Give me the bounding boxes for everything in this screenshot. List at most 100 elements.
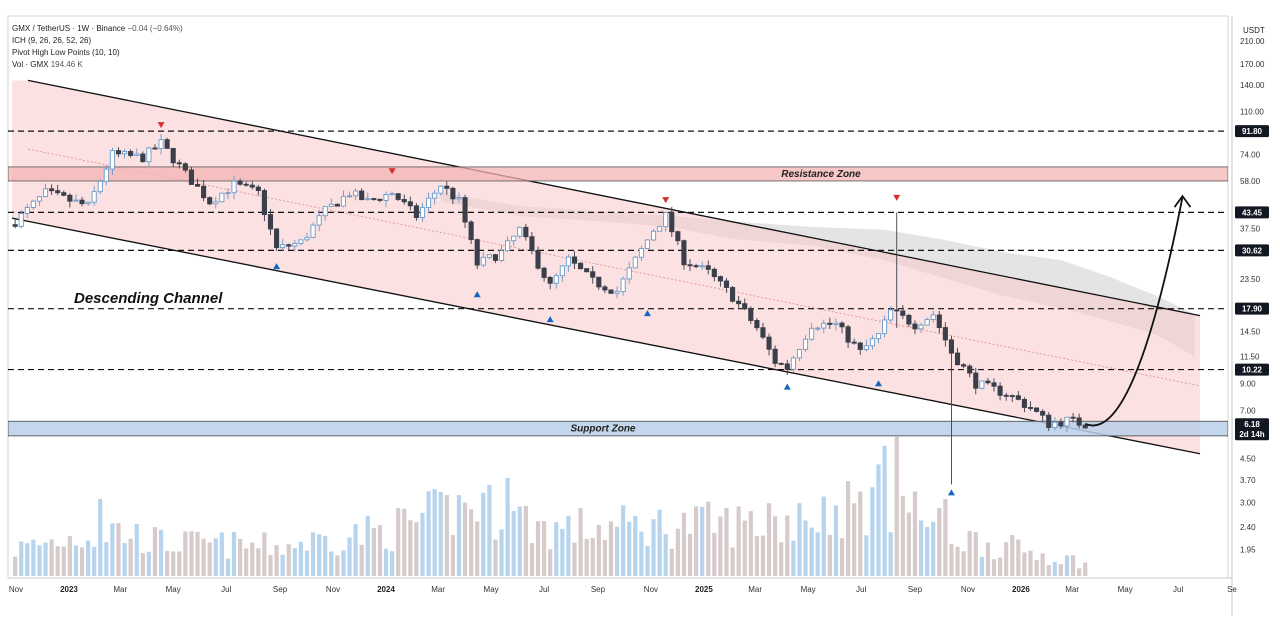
volume-bar <box>359 544 364 576</box>
candle-body <box>492 254 499 261</box>
volume-bar <box>821 496 826 576</box>
volume-bar <box>250 542 255 576</box>
volume-bar <box>1040 553 1045 576</box>
volume-bar <box>298 541 303 576</box>
x-tick-label: Nov <box>9 585 23 594</box>
candle-body <box>717 276 723 282</box>
indicator-volume[interactable]: Vol · GMX 194.46 K <box>12 60 83 70</box>
volume-bar <box>329 551 334 576</box>
candle-body <box>547 276 553 284</box>
candle-body <box>736 300 742 305</box>
x-tick-label: Se <box>1227 585 1237 594</box>
volume-bar <box>541 521 547 576</box>
candle-body <box>845 326 851 343</box>
candle-body <box>42 188 49 198</box>
candle-body <box>413 205 419 218</box>
candle-body <box>152 147 158 150</box>
indicator-ichimoku[interactable]: ICH (9, 26, 26, 52, 26) <box>12 36 92 45</box>
volume-bar <box>262 532 267 576</box>
candle-body <box>322 206 328 217</box>
candle-body <box>936 314 942 329</box>
volume-bar <box>663 534 668 576</box>
volume-bar <box>49 539 54 576</box>
candle-body <box>1034 407 1040 412</box>
y-tick-label: 3.70 <box>1240 476 1256 485</box>
volume-bar <box>104 542 109 576</box>
candle-body <box>796 348 803 359</box>
candle-body <box>827 322 833 325</box>
volume-bar <box>985 542 991 576</box>
volume-bar <box>845 481 851 576</box>
candle-body <box>967 365 973 374</box>
candle-body <box>243 183 249 186</box>
volume-bar <box>736 506 741 576</box>
candle-body <box>882 319 888 335</box>
volume-bar <box>310 532 316 576</box>
volume-bar <box>566 515 571 576</box>
volume-bar <box>809 527 814 576</box>
volume-bar <box>219 532 224 576</box>
volume-bar <box>949 544 954 576</box>
volume-bar <box>146 551 151 576</box>
indicator-pivots[interactable]: Pivot High Low Points (10, 10) <box>12 48 120 57</box>
candle-body <box>201 185 207 199</box>
candle-body <box>49 188 55 192</box>
volume-bar <box>1052 561 1057 576</box>
pivot-high-marker <box>157 122 165 129</box>
volume-bar <box>852 503 857 576</box>
volume-bar <box>918 520 924 576</box>
x-tick-label: Mar <box>113 585 127 594</box>
candle-body <box>237 180 243 185</box>
volume-bar <box>244 548 249 576</box>
candle-body <box>426 197 432 209</box>
candle-body <box>438 185 444 194</box>
candle-body <box>888 309 894 321</box>
x-tick-label: Mar <box>431 585 445 594</box>
x-tick-label: 2023 <box>60 585 78 594</box>
volume-bar <box>408 520 413 576</box>
quote-currency-label: USDT <box>1243 26 1265 35</box>
candle-body <box>638 248 644 258</box>
x-tick-label: May <box>1118 585 1133 594</box>
candle-body <box>122 151 128 155</box>
x-tick-label: 2024 <box>377 585 395 594</box>
x-tick-label: Sep <box>908 585 923 594</box>
candle-body <box>261 190 267 216</box>
x-tick-label: Jul <box>539 585 549 594</box>
volume-bar <box>681 512 687 576</box>
candle-body <box>778 362 784 365</box>
y-tick-label: 7.00 <box>1240 407 1256 416</box>
projection-arrow-head <box>1173 194 1192 208</box>
volume-bar <box>341 550 346 576</box>
x-tick-label: Nov <box>961 585 975 594</box>
volume-bar <box>110 523 115 576</box>
candle-body <box>821 322 827 329</box>
price-change: −0.04 (−0.64%) <box>127 24 183 33</box>
volume-bar <box>687 533 693 576</box>
pivot-low-marker <box>546 316 554 323</box>
candle-body <box>158 139 164 149</box>
volume-bar <box>177 551 182 576</box>
candle-body <box>663 212 669 228</box>
candle-body <box>511 235 517 242</box>
candle-body <box>912 323 918 330</box>
volume-bar <box>462 502 468 576</box>
volume-bar <box>389 551 395 576</box>
candle-body <box>292 242 298 247</box>
volume-bar <box>991 559 997 576</box>
candle-body <box>900 310 906 316</box>
candle-body <box>948 339 955 354</box>
level-badge-3 <box>1235 302 1269 315</box>
y-tick-label: 9.00 <box>1240 379 1256 388</box>
candle-body <box>973 372 979 389</box>
volume-bar <box>165 550 170 576</box>
volume-bar <box>967 530 972 576</box>
volume-bar <box>292 548 297 576</box>
candle-body <box>328 203 334 208</box>
candle-body <box>857 342 863 350</box>
candle-body <box>1027 407 1034 409</box>
candle-body <box>578 262 584 270</box>
volume-bar <box>456 495 462 576</box>
volume-bar <box>791 540 796 576</box>
